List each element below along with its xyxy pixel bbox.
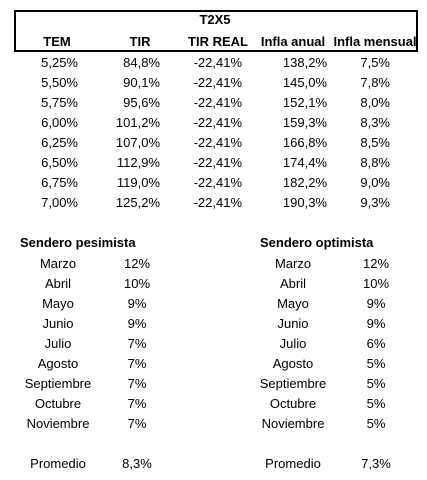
rate: 5% [366,396,386,411]
month: Mayo [277,296,309,311]
cell: 8,5% [360,135,390,150]
cell: 6,25% [41,135,78,150]
cell: -22,41% [193,175,242,190]
column-header: TEM [43,34,71,49]
month: Noviembre [26,416,90,431]
month: Abril [279,276,307,291]
rate: 9% [366,316,386,331]
rate: 7% [127,396,147,411]
cell: 182,2% [282,175,327,190]
header-box [14,10,418,52]
cell: 159,3% [282,115,327,130]
cell: 145,0% [282,75,327,90]
month: Octubre [269,396,317,411]
cell: 152,1% [282,95,327,110]
column-header: Infla anual [260,34,326,49]
column-header: Infla mensual [333,34,417,49]
cell: -22,41% [193,135,242,150]
rate: 9% [366,296,386,311]
cell: 6,75% [41,175,78,190]
average-label: Promedio [265,456,321,471]
average-value: 7,3% [361,456,391,471]
cell: -22,41% [193,55,242,70]
rate: 12% [123,256,151,271]
cell: 7,8% [360,75,390,90]
cell: 107,0% [115,135,160,150]
cell: -22,41% [193,195,242,210]
month: Julio [279,336,307,351]
month: Julio [44,336,72,351]
cell: 8,0% [360,95,390,110]
average-label: Promedio [30,456,86,471]
rate: 12% [362,256,390,271]
cell: 125,2% [115,195,160,210]
cell: 8,3% [360,115,390,130]
cell: 90,1% [123,75,160,90]
month: Junio [42,316,74,331]
month: Agosto [37,356,79,371]
cell: 95,6% [123,95,160,110]
cell: 174,4% [282,155,327,170]
cell: 101,2% [115,115,160,130]
rate: 7% [127,356,147,371]
section-title: Sendero optimista [260,235,374,250]
month: Septiembre [24,376,92,391]
rate: 9% [127,296,147,311]
cell: 190,3% [282,195,327,210]
cell: 112,9% [116,155,160,170]
cell: 166,8% [282,135,327,150]
month: Marzo [39,256,77,271]
cell: 6,00% [41,115,78,130]
column-header: TIR REAL [188,34,248,49]
rate: 10% [123,276,151,291]
cell: -22,41% [193,95,242,110]
cell: 8,8% [360,155,390,170]
rate: 6% [366,336,386,351]
cell: -22,41% [193,115,242,130]
column-header: TIR [129,34,151,49]
cell: 7,5% [360,55,390,70]
month: Agosto [272,356,314,371]
cell: 5,25% [41,55,78,70]
average-value: 8,3% [122,456,152,471]
rate: 5% [366,376,386,391]
month: Abril [44,276,72,291]
month: Mayo [42,296,74,311]
cell: -22,41% [193,155,242,170]
month: Marzo [274,256,312,271]
cell: 84,8% [123,55,160,70]
month: Septiembre [259,376,327,391]
month: Noviembre [261,416,325,431]
cell: 9,3% [360,195,390,210]
month: Junio [277,316,309,331]
rate: 5% [366,416,386,431]
month: Octubre [34,396,82,411]
rate: 7% [127,336,147,351]
cell: 5,50% [41,75,78,90]
cell: 138,2% [282,55,327,70]
rate: 9% [127,316,147,331]
cell: 6,50% [41,155,78,170]
cell: 9,0% [360,175,390,190]
rate: 7% [127,376,147,391]
cell: -22,41% [193,75,242,90]
rate: 10% [362,276,390,291]
cell: 119,0% [116,175,160,190]
cell: 7,00% [41,195,78,210]
cell: 5,75% [41,95,78,110]
rate: 7% [127,416,147,431]
table-title: T2X5 [199,12,231,27]
rate: 5% [366,356,386,371]
section-title: Sendero pesimista [20,235,136,250]
